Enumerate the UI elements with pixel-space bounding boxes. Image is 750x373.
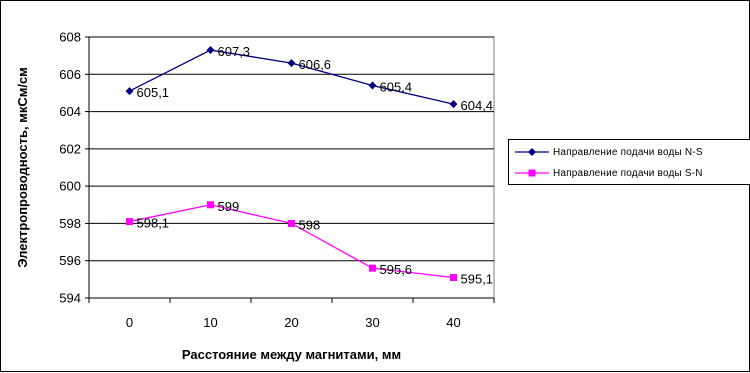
y-tick-label: 600 <box>59 179 81 194</box>
data-point <box>288 219 295 227</box>
data-label: 605,1 <box>137 85 170 100</box>
data-point <box>449 100 458 109</box>
data-point <box>287 59 296 68</box>
data-label: 595,6 <box>380 262 413 277</box>
legend-item-n-s: Направление подачи воды N-S <box>515 145 703 159</box>
data-point <box>126 218 133 226</box>
plot-area <box>88 36 495 299</box>
data-label: 605,4 <box>380 79 413 94</box>
data-label: 606,6 <box>299 57 332 72</box>
y-tick-label: 604 <box>59 104 81 119</box>
y-tick-labels: 594 596 598 600 602 604 606 608 <box>59 30 81 306</box>
data-label: 598 <box>299 217 321 232</box>
data-label: 598,1 <box>137 216 170 231</box>
data-labels: 605,1 607,3 606,6 605,4 604,4 598,1 599 598 595,… <box>137 44 494 286</box>
y-tick-label: 608 <box>59 30 81 45</box>
data-label: 595,1 <box>461 271 494 286</box>
x-tick-label: 0 <box>126 315 133 330</box>
plot-border <box>88 36 495 299</box>
data-label: 599 <box>218 199 240 214</box>
y-tick-label: 596 <box>59 253 81 268</box>
x-tick-labels: 0 10 20 30 40 <box>126 315 461 330</box>
x-tick-label: 20 <box>284 315 298 330</box>
legend: Направление подачи воды N-S Направление … <box>508 139 750 185</box>
y-tick-label: 598 <box>59 216 81 231</box>
y-tick-label: 606 <box>59 67 81 82</box>
y-tick-label: 594 <box>59 291 81 306</box>
y-tick-label: 602 <box>59 141 81 156</box>
x-tick-label: 40 <box>446 315 460 330</box>
y-axis-title: Электропроводность, мкСм/см <box>15 67 30 268</box>
legend-label-n-s: Направление подачи воды N-S <box>553 146 703 158</box>
legend-marker-diamond-icon <box>515 148 549 156</box>
axes <box>85 36 495 303</box>
x-tick-label: 10 <box>203 315 217 330</box>
data-label: 604,4 <box>461 98 494 113</box>
data-point <box>206 46 215 55</box>
legend-label-s-n: Направление подачи воды S-N <box>553 167 703 179</box>
data-point <box>207 201 214 209</box>
data-point <box>125 87 134 96</box>
legend-marker-square-icon <box>515 169 549 177</box>
series-layer <box>125 46 458 281</box>
data-point <box>450 273 457 281</box>
data-label: 607,3 <box>218 44 251 59</box>
x-axis-title: Расстояние между магнитами, мм <box>182 347 401 362</box>
x-tick-label: 30 <box>365 315 379 330</box>
legend-item-s-n: Направление подачи воды S-N <box>515 166 703 180</box>
data-point <box>368 81 377 90</box>
data-point <box>369 264 376 272</box>
